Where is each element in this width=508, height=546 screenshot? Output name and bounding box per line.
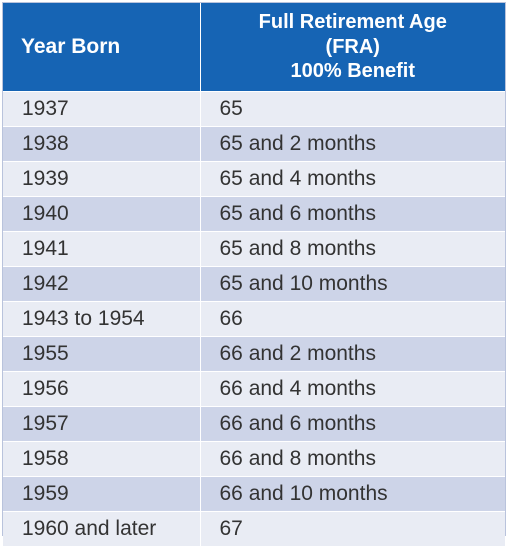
full-retirement-age-cell: 65 and 6 months bbox=[200, 197, 505, 232]
retirement-age-table: Year Born Full Retirement Age (FRA) 100%… bbox=[3, 3, 505, 546]
full-retirement-age-cell: 65 and 10 months bbox=[200, 267, 505, 302]
fra-header-line-1: Full Retirement Age bbox=[201, 10, 506, 34]
full-retirement-age-header: Full Retirement Age (FRA) 100% Benefit bbox=[200, 3, 505, 92]
full-retirement-age-cell: 66 bbox=[200, 302, 505, 337]
header-row: Year Born Full Retirement Age (FRA) 100%… bbox=[3, 3, 505, 92]
year-born-cell: 1957 bbox=[3, 407, 200, 442]
year-born-cell: 1939 bbox=[3, 162, 200, 197]
full-retirement-age-cell: 66 and 10 months bbox=[200, 477, 505, 512]
year-born-cell: 1938 bbox=[3, 127, 200, 162]
year-born-cell: 1943 to 1954 bbox=[3, 302, 200, 337]
table-header: Year Born Full Retirement Age (FRA) 100%… bbox=[3, 3, 505, 92]
year-born-cell: 1958 bbox=[3, 442, 200, 477]
full-retirement-age-cell: 65 and 4 months bbox=[200, 162, 505, 197]
full-retirement-age-cell: 66 and 6 months bbox=[200, 407, 505, 442]
year-born-cell: 1940 bbox=[3, 197, 200, 232]
year-born-cell: 1941 bbox=[3, 232, 200, 267]
year-born-cell: 1959 bbox=[3, 477, 200, 512]
year-born-cell: 1956 bbox=[3, 372, 200, 407]
full-retirement-age-cell: 65 bbox=[200, 92, 505, 127]
fra-header-line-3: 100% Benefit bbox=[201, 59, 506, 83]
year-born-cell: 1955 bbox=[3, 337, 200, 372]
year-born-cell: 1942 bbox=[3, 267, 200, 302]
full-retirement-age-cell: 65 and 8 months bbox=[200, 232, 505, 267]
year-born-cell: 1960 and later bbox=[3, 512, 200, 546]
year-born-cell: 1937 bbox=[3, 92, 200, 127]
full-retirement-age-cell: 65 and 2 months bbox=[200, 127, 505, 162]
full-retirement-age-cell: 66 and 4 months bbox=[200, 372, 505, 407]
retirement-age-table-container: Year Born Full Retirement Age (FRA) 100%… bbox=[2, 2, 506, 536]
fra-header-line-2: (FRA) bbox=[201, 35, 506, 59]
year-born-header: Year Born bbox=[3, 3, 200, 92]
full-retirement-age-cell: 67 bbox=[200, 512, 505, 546]
full-retirement-age-cell: 66 and 8 months bbox=[200, 442, 505, 477]
full-retirement-age-cell: 66 and 2 months bbox=[200, 337, 505, 372]
